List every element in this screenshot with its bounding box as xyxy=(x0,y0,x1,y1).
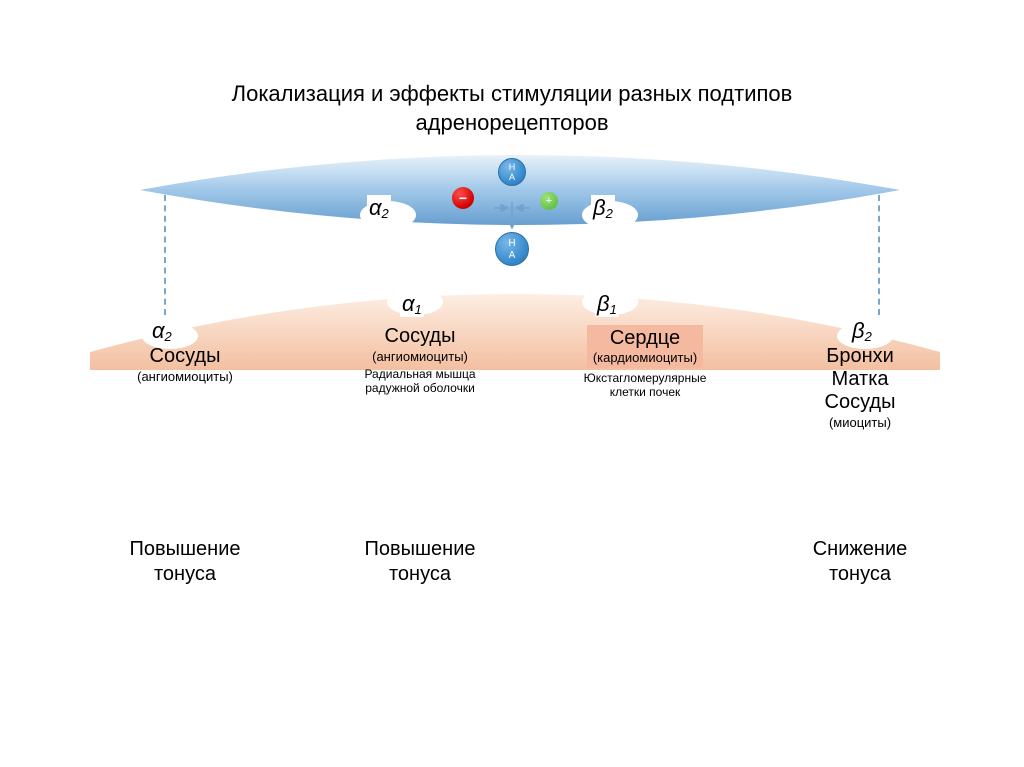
na-released: НА xyxy=(495,232,529,266)
effect-alpha1: Повышение тонуса xyxy=(310,537,530,587)
title-line1: Локализация и эффекты стимуляции разных … xyxy=(232,81,793,106)
organ-sub: (ангиомиоциты) xyxy=(310,350,530,364)
receptor-alpha2-post: α2 xyxy=(150,318,174,344)
receptor-alpha2-pre: α2 xyxy=(367,195,391,221)
organ-detail: Радиальная мышца радужной оболочки xyxy=(310,368,530,396)
effect-alpha2: Повышение тонуса xyxy=(95,537,275,587)
title-line2: адренорецепторов xyxy=(415,110,608,135)
organ-label: Бронхи xyxy=(770,345,950,368)
diagram-title: Локализация и эффекты стимуляции разных … xyxy=(0,80,1024,137)
column-beta2: Бронхи Матка Сосуды (миоциты) xyxy=(770,345,950,430)
organ-sub: (ангиомиоциты) xyxy=(95,370,275,384)
receptor-beta1-post: β1 xyxy=(595,291,619,317)
organ-detail: Юкстагломерулярные клетки почек xyxy=(540,372,750,400)
organ-label: Сердце xyxy=(593,327,697,349)
organ-sub: (кардиомиоциты) xyxy=(593,351,697,365)
effect-beta2: Снижение тонуса xyxy=(770,537,950,587)
receptor-beta2-post: β2 xyxy=(850,318,874,344)
highlight-box: Сердце (кардиомиоциты) xyxy=(587,325,703,368)
organ-label: Сосуды xyxy=(95,345,275,368)
na-label-2: НА xyxy=(508,238,515,261)
na-vesicle-top: НА xyxy=(498,158,526,186)
column-beta1: Сердце (кардиомиоциты) Юкстагломерулярны… xyxy=(540,325,750,400)
organ-label: Матка xyxy=(770,368,950,391)
column-alpha1: Сосуды (ангиомиоциты) Радиальная мышца р… xyxy=(310,325,530,396)
column-alpha2: Сосуды (ангиомиоциты) xyxy=(95,345,275,384)
na-label: НА xyxy=(509,162,516,182)
organ-sub: (миоциты) xyxy=(770,416,950,430)
minus-icon: − xyxy=(452,187,474,209)
organ-label: Сосуды xyxy=(310,325,530,348)
plus-icon: + xyxy=(540,192,558,210)
receptor-alpha1-post: α1 xyxy=(400,291,424,317)
receptor-beta2-pre: β2 xyxy=(591,195,615,221)
organ-label: Сосуды xyxy=(770,391,950,414)
